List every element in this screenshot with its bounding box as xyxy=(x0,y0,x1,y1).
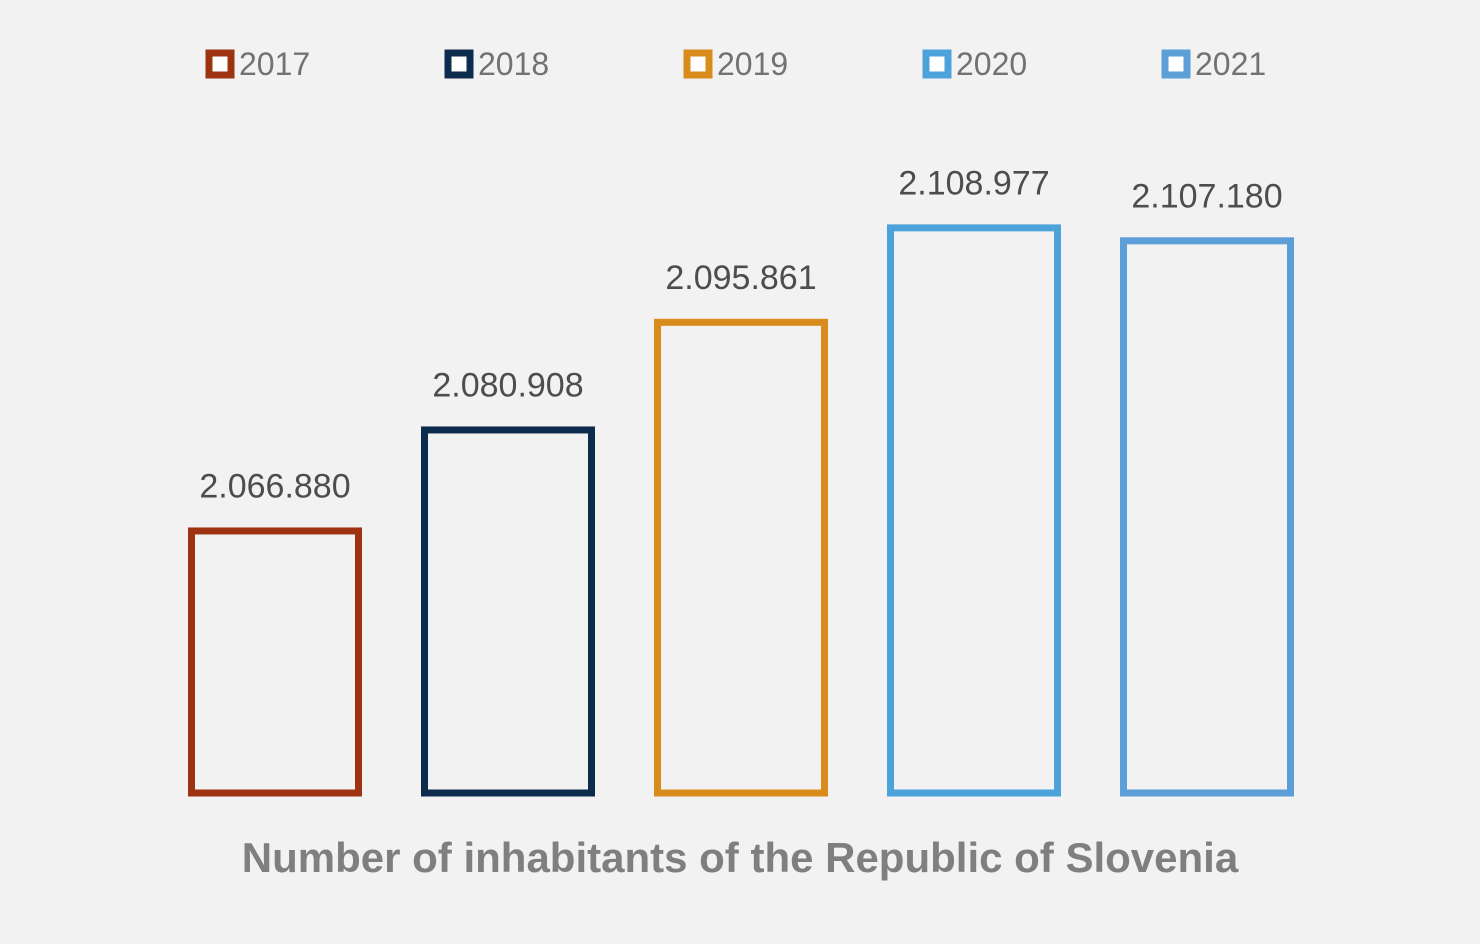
x-axis-label: Number of inhabitants of the Republic of… xyxy=(242,834,1239,881)
bar-2017 xyxy=(188,527,362,797)
legend-label-2021: 2021 xyxy=(1195,46,1266,82)
bar-2020 xyxy=(887,224,1061,797)
legend-item-2018: 2018 xyxy=(444,46,549,82)
legend-swatch-2019 xyxy=(683,49,713,79)
bars-group xyxy=(188,224,1294,797)
legend-item-2019: 2019 xyxy=(683,46,788,82)
legend-swatch-2021 xyxy=(1161,49,1191,79)
value-labels-group: 2.066.880 2.080.908 2.095.861 2.108.977 2.10… xyxy=(199,164,1282,505)
value-label-2019: 2.095.861 xyxy=(665,259,816,297)
legend-label-2018: 2018 xyxy=(478,46,549,82)
legend-swatch-2018 xyxy=(444,49,474,79)
bar-2018 xyxy=(421,426,595,797)
value-label-2020: 2.108.977 xyxy=(898,164,1049,202)
legend: 2017 2018 2019 2020 2021 xyxy=(205,46,1266,82)
value-label-2018: 2.080.908 xyxy=(432,366,583,404)
value-label-2021: 2.107.180 xyxy=(1131,177,1282,215)
legend-item-2017: 2017 xyxy=(205,46,310,82)
legend-item-2020: 2020 xyxy=(922,46,1027,82)
legend-label-2017: 2017 xyxy=(239,46,310,82)
value-label-2017: 2.066.880 xyxy=(199,467,350,505)
legend-item-2021: 2021 xyxy=(1161,46,1266,82)
legend-swatch-2017 xyxy=(205,49,235,79)
bar-2019 xyxy=(654,318,828,797)
legend-label-2019: 2019 xyxy=(717,46,788,82)
bar-2021 xyxy=(1120,237,1294,797)
legend-swatch-2020 xyxy=(922,49,952,79)
legend-label-2020: 2020 xyxy=(956,46,1027,82)
